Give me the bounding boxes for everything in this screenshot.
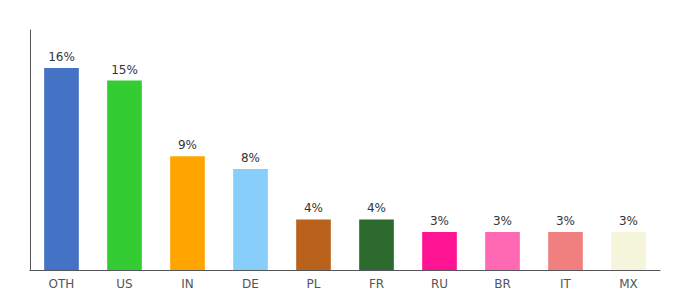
svg-text:3%: 3% bbox=[493, 214, 512, 228]
svg-text:15%: 15% bbox=[111, 63, 138, 77]
svg-text:9%: 9% bbox=[178, 138, 197, 152]
svg-text:MX: MX bbox=[619, 277, 638, 291]
svg-text:BR: BR bbox=[494, 277, 511, 291]
svg-text:IN: IN bbox=[181, 277, 194, 291]
svg-text:OTH: OTH bbox=[49, 277, 75, 291]
svg-text:3%: 3% bbox=[619, 214, 638, 228]
svg-text:IT: IT bbox=[560, 277, 572, 291]
svg-text:4%: 4% bbox=[304, 201, 323, 215]
svg-text:3%: 3% bbox=[556, 214, 575, 228]
svg-text:DE: DE bbox=[242, 277, 259, 291]
svg-text:FR: FR bbox=[369, 277, 384, 291]
svg-text:PL: PL bbox=[307, 277, 321, 291]
svg-text:8%: 8% bbox=[241, 151, 260, 165]
svg-text:3%: 3% bbox=[430, 214, 449, 228]
svg-text:US: US bbox=[116, 277, 132, 291]
svg-text:4%: 4% bbox=[367, 201, 386, 215]
svg-text:RU: RU bbox=[431, 277, 448, 291]
svg-text:16%: 16% bbox=[48, 50, 75, 64]
